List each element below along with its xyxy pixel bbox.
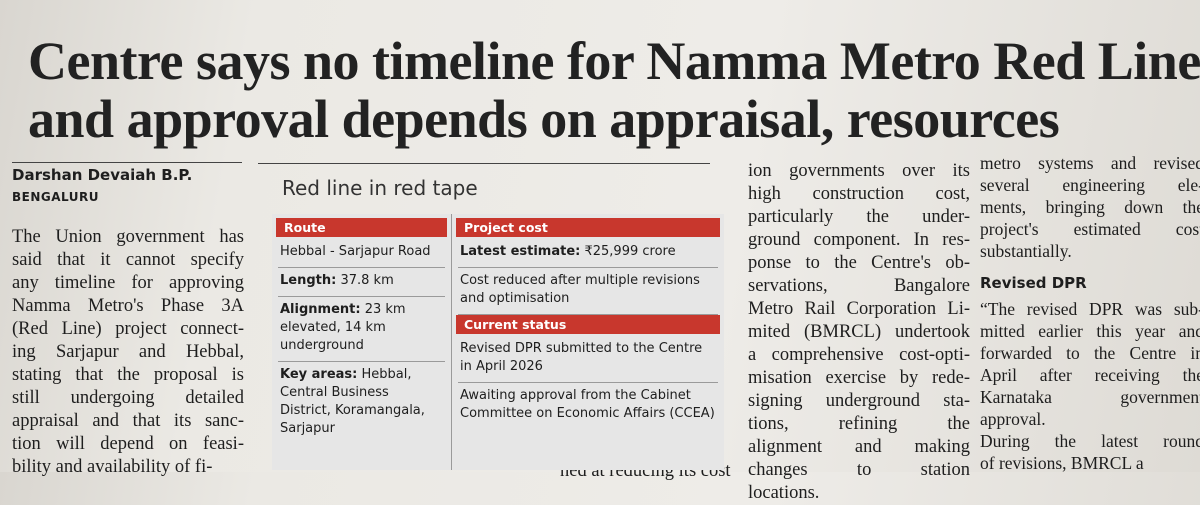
text-line: several engineering ele-	[980, 175, 1200, 195]
info-item: Key areas: Hebbal, Central Business Dist…	[278, 362, 445, 444]
text-line: (Red Line) project connect-	[12, 319, 244, 339]
text-line: ion governments over its	[748, 161, 970, 181]
info-item: Revised DPR submitted to the Centre in A…	[458, 336, 718, 383]
text-line: signing underground sta-	[748, 391, 970, 411]
section-heading: Project cost	[456, 218, 720, 237]
text-line: bility and availability of fi-	[12, 457, 213, 477]
text-line: mited (BMRCL) undertook	[748, 322, 970, 342]
text-line: any timeline for approving	[12, 273, 244, 293]
text-line: said that it cannot specify	[12, 250, 244, 270]
byline: Darshan Devaiah B.P.	[12, 166, 193, 184]
infobox-column: Project cost Latest estimate: ₹25,999 cro…	[452, 214, 724, 470]
column: metro systems and revised several enginee…	[980, 152, 1200, 474]
info-text: ₹25,999 crore	[584, 244, 676, 259]
text-line: “The revised DPR was sub-	[980, 299, 1200, 319]
text-line: servations, Bangalore	[748, 276, 970, 296]
text-line: tions, refining the	[748, 414, 970, 434]
text-line: Namma Metro's Phase 3A	[12, 296, 244, 316]
info-text: Hebbal - Sarjapur Road	[280, 244, 431, 259]
info-label: Alignment:	[280, 302, 361, 317]
section-heading: Route	[276, 218, 447, 237]
subhead: Revised DPR	[980, 274, 1087, 292]
text-line: alignment and making	[748, 437, 970, 457]
info-text: 37.8 km	[340, 273, 394, 288]
text-line: particularly the under-	[748, 207, 970, 227]
info-text: Awaiting approval from the Cabinet Commi…	[460, 388, 715, 421]
info-item: Awaiting approval from the Cabinet Commi…	[458, 383, 718, 429]
text-line: changes to station	[748, 460, 970, 480]
text-line: substantially.	[980, 241, 1072, 261]
text-line: misation exercise by rede-	[748, 368, 970, 388]
text-line: mitted earlier this year and	[980, 321, 1200, 341]
text-line: still undergoing detailed	[12, 388, 244, 408]
text-line: forwarded to the Centre in	[980, 343, 1200, 363]
text-line: locations.	[748, 483, 820, 503]
text-line: ponse to the Centre's ob-	[748, 253, 970, 273]
text-line: of revisions, BMRCL a	[980, 453, 1144, 473]
column: ion governments over its high constructio…	[748, 160, 970, 505]
text-line: appraisal and that its sanc-	[12, 411, 244, 431]
text-line: approval.	[980, 409, 1046, 429]
infobox-body: Route Hebbal - Sarjapur Road Length: 37.8 …	[272, 214, 724, 470]
info-item: Cost reduced after multiple revisions an…	[458, 268, 718, 315]
text-line: a comprehensive cost-opti-	[748, 345, 970, 365]
text-line: stating that the proposal is	[12, 365, 244, 385]
text-line: ing Sarjapur and Hebbal,	[12, 342, 244, 362]
text-line: Karnataka government	[980, 387, 1200, 407]
text-line: ments, bringing down the	[980, 197, 1200, 217]
info-item: Length: 37.8 km	[278, 268, 445, 297]
rule	[12, 162, 242, 163]
section-heading: Current status	[456, 315, 720, 334]
dateline: BENGALURU	[12, 190, 99, 204]
text-line: high construction cost,	[748, 184, 970, 204]
info-label: Latest estimate:	[460, 244, 581, 259]
info-text: 23 km elevated, 14 km underground	[280, 302, 406, 353]
infobox-column: Route Hebbal - Sarjapur Road Length: 37.8 …	[272, 214, 452, 470]
text-line: tion will depend on feasi-	[12, 434, 244, 454]
text-line: During the latest round	[980, 431, 1200, 451]
info-label: Key areas:	[280, 367, 358, 382]
column-part: metro systems and revised several enginee…	[980, 152, 1200, 262]
info-item: Latest estimate: ₹25,999 crore	[458, 239, 718, 268]
infobox: Red line in red tape Route Hebbal - Sarja…	[268, 170, 728, 470]
info-text: Revised DPR submitted to the Centre in A…	[460, 341, 703, 374]
text-line: project's estimated cost	[980, 219, 1200, 239]
info-text: Hebbal, Central Business District, Koram…	[280, 367, 425, 436]
rule	[258, 163, 710, 164]
column-part: “The revised DPR was sub-mitted earlier …	[980, 298, 1200, 474]
info-text: Cost reduced after multiple revisions an…	[460, 273, 700, 306]
text-line: The Union government has	[12, 227, 244, 247]
text-line: metro systems and revised	[980, 153, 1200, 173]
info-item: Hebbal - Sarjapur Road	[278, 239, 445, 268]
column: The Union government has said that it can…	[12, 226, 244, 479]
headline: and approval depends on appraisal, resou…	[28, 89, 1060, 149]
headline: Centre says no timeline for Namma Metro …	[28, 31, 1200, 91]
text-line: April after receiving the	[980, 365, 1200, 385]
infobox-title: Red line in red tape	[282, 176, 478, 200]
text-line: ground component. In res-	[748, 230, 970, 250]
text-line: Metro Rail Corporation Li-	[748, 299, 970, 319]
info-label: Length:	[280, 273, 337, 288]
info-item: Alignment: 23 km elevated, 14 km undergr…	[278, 297, 445, 362]
